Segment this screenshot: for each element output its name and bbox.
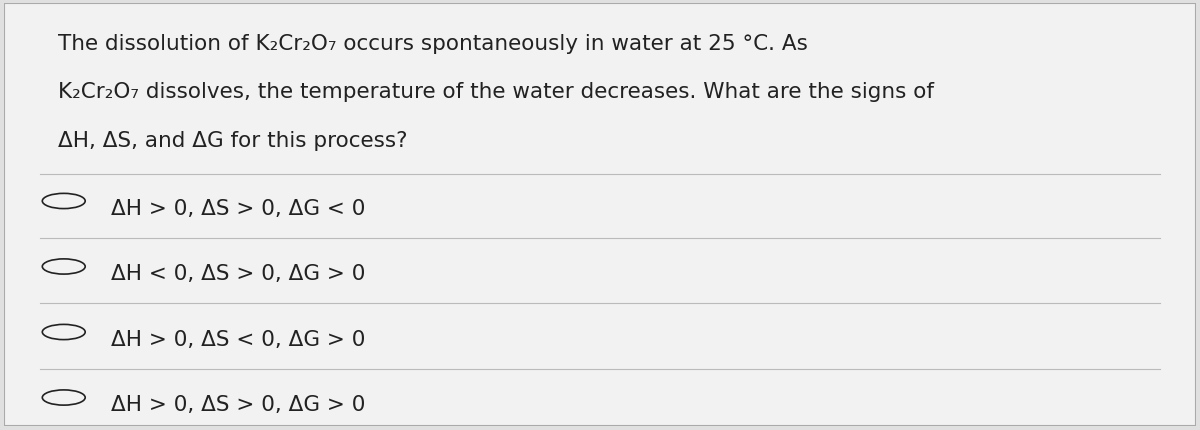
- Text: ΔH > 0, ΔS > 0, ΔG < 0: ΔH > 0, ΔS > 0, ΔG < 0: [112, 198, 366, 218]
- Text: ΔH > 0, ΔS > 0, ΔG > 0: ΔH > 0, ΔS > 0, ΔG > 0: [112, 394, 366, 414]
- Text: ΔH, ΔS, and ΔG for this process?: ΔH, ΔS, and ΔG for this process?: [58, 131, 407, 150]
- Text: The dissolution of K₂Cr₂O₇ occurs spontaneously in water at 25 °C. As: The dissolution of K₂Cr₂O₇ occurs sponta…: [58, 34, 808, 54]
- FancyBboxPatch shape: [4, 4, 1196, 426]
- Text: K₂Cr₂O₇ dissolves, the temperature of the water decreases. What are the signs of: K₂Cr₂O₇ dissolves, the temperature of th…: [58, 82, 934, 102]
- Text: ΔH > 0, ΔS < 0, ΔG > 0: ΔH > 0, ΔS < 0, ΔG > 0: [112, 329, 366, 349]
- Text: ΔH < 0, ΔS > 0, ΔG > 0: ΔH < 0, ΔS > 0, ΔG > 0: [112, 264, 366, 283]
